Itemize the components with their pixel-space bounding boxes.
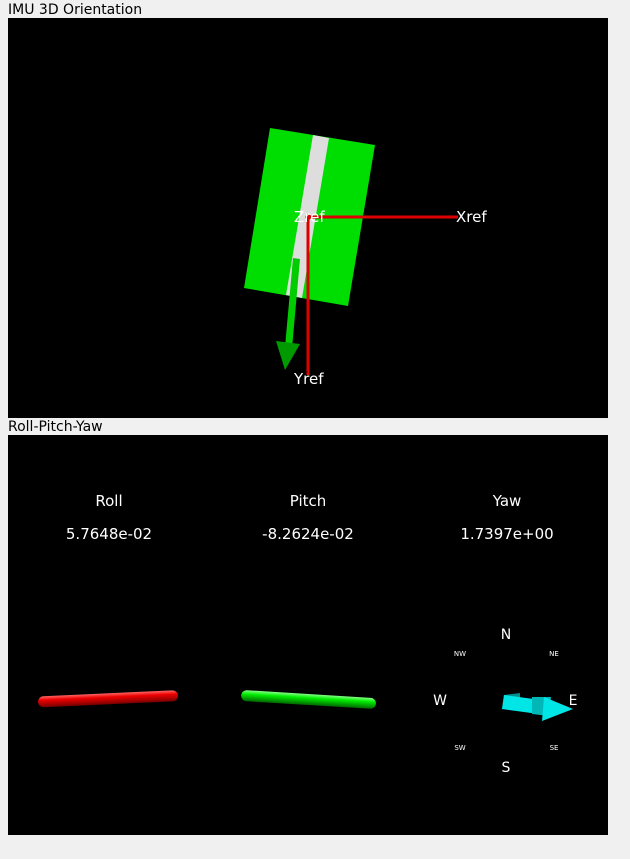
roll-indicator-bar	[38, 690, 178, 708]
yaw-value: 1.7397e+00	[460, 525, 553, 543]
compass-e-label: E	[569, 693, 578, 709]
compass-s-label: S	[502, 760, 511, 776]
z-ref-axis-dot	[305, 214, 311, 220]
y-ref-label: Yref	[293, 370, 324, 388]
yaw-label: Yaw	[492, 492, 522, 510]
board-y-arrow-head	[276, 341, 300, 370]
pitch-value: -8.2624e-02	[262, 525, 354, 543]
rpy-viewport[interactable]: Roll Pitch Yaw 5.7648e-02 -8.2624e-02 1.…	[8, 435, 608, 835]
compass-nw-label: NW	[454, 650, 466, 658]
compass-sw-label: SW	[454, 744, 465, 752]
x-ref-label: Xref	[456, 208, 487, 226]
pitch-label: Pitch	[290, 492, 327, 510]
compass-n-label: N	[501, 627, 511, 643]
compass-w-label: W	[433, 693, 447, 709]
compass-ne-label: NE	[549, 650, 559, 658]
orientation-3d-viewport[interactable]: Xref Yref Zref	[8, 18, 608, 418]
roll-value: 5.7648e-02	[66, 525, 152, 543]
rpy-panel-title: Roll-Pitch-Yaw	[8, 419, 103, 435]
z-ref-label: Zref	[294, 208, 325, 226]
yaw-heading-arrow	[502, 693, 573, 721]
pitch-indicator-bar	[241, 690, 376, 709]
compass-se-label: SE	[550, 744, 559, 752]
board-y-arrow-shaft	[285, 258, 300, 348]
orientation-panel-title: IMU 3D Orientation	[8, 2, 143, 18]
roll-label: Roll	[95, 492, 122, 510]
